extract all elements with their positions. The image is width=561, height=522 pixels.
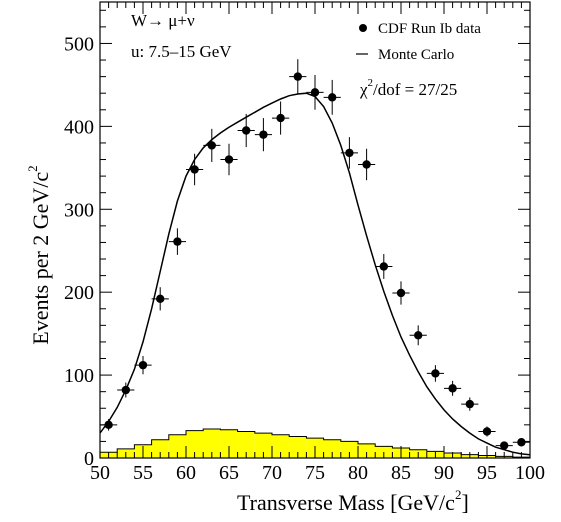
x-tick-label: 85 bbox=[391, 462, 411, 484]
process-label: W→ μ+ν bbox=[131, 11, 195, 30]
legend: CDF Run Ib data Monte Carlo bbox=[356, 21, 481, 63]
background-bar bbox=[289, 436, 307, 458]
data-marker bbox=[396, 288, 406, 298]
data-point bbox=[375, 254, 393, 279]
background-bar bbox=[168, 434, 186, 458]
background-bar bbox=[203, 428, 221, 458]
data-marker bbox=[431, 369, 440, 378]
y-tick-label: 400 bbox=[64, 116, 94, 138]
data-point bbox=[186, 153, 204, 186]
data-marker bbox=[156, 294, 165, 304]
data-marker bbox=[242, 126, 251, 135]
data-point bbox=[237, 113, 255, 148]
background-bar bbox=[323, 439, 341, 458]
y-axis: 0 100 200 300 400 500 bbox=[64, 9, 530, 470]
x-tick-label: 95 bbox=[477, 462, 497, 484]
data-point bbox=[512, 438, 530, 447]
legend-mc-label: Monte Carlo bbox=[378, 47, 454, 63]
data-point bbox=[444, 380, 462, 396]
data-point bbox=[461, 397, 479, 411]
data-point bbox=[168, 228, 186, 255]
data-marker bbox=[379, 262, 388, 271]
background-bar bbox=[272, 434, 290, 458]
x-tick-label: 50 bbox=[90, 462, 110, 484]
legend-data-label: CDF Run Ib data bbox=[378, 21, 481, 37]
data-marker bbox=[259, 130, 268, 139]
monte-carlo-curve-layer bbox=[99, 92, 531, 456]
data-point bbox=[358, 148, 376, 181]
data-point bbox=[220, 143, 238, 176]
plot-frame bbox=[99, 1, 531, 459]
data-point bbox=[323, 79, 341, 115]
data-marker bbox=[448, 384, 457, 393]
data-marker bbox=[500, 441, 509, 450]
data-marker bbox=[414, 331, 423, 340]
chi2-label: χ2/dof = 27/25 bbox=[359, 77, 457, 99]
data-marker bbox=[173, 237, 182, 246]
y-tick-label: 100 bbox=[64, 365, 94, 387]
data-marker bbox=[104, 420, 113, 430]
data-point bbox=[478, 426, 496, 437]
data-point bbox=[254, 118, 272, 152]
data-marker bbox=[328, 93, 337, 102]
cut-label: u: 7.5–15 GeV bbox=[131, 42, 232, 61]
data-marker bbox=[517, 438, 526, 447]
x-tick-label: 90 bbox=[434, 462, 454, 484]
data-marker bbox=[224, 155, 234, 164]
y-tick-label: 300 bbox=[64, 199, 94, 221]
x-tick-label: 65 bbox=[219, 462, 239, 484]
data-point bbox=[426, 365, 444, 382]
data-marker bbox=[345, 148, 354, 158]
x-tick-label: 75 bbox=[305, 462, 325, 484]
background-bar bbox=[237, 431, 255, 458]
data-point bbox=[289, 59, 307, 95]
background-bar bbox=[340, 441, 358, 458]
data-point bbox=[392, 281, 410, 305]
data-point bbox=[151, 287, 169, 311]
data-point bbox=[272, 101, 290, 135]
background-bar bbox=[220, 429, 238, 458]
data-marker bbox=[293, 72, 302, 81]
y-tick-label: 500 bbox=[64, 33, 94, 55]
x-tick-label: 55 bbox=[133, 462, 153, 484]
data-marker bbox=[482, 427, 492, 436]
data-marker bbox=[465, 399, 474, 409]
legend-data-marker bbox=[359, 24, 367, 32]
y-tick-label: 200 bbox=[64, 282, 94, 304]
background-bar bbox=[254, 433, 272, 458]
data-point bbox=[203, 128, 221, 163]
x-axis-title: Transverse Mass [GeV/c2] bbox=[237, 487, 469, 515]
data-point bbox=[117, 382, 135, 398]
x-tick-label: 80 bbox=[348, 462, 368, 484]
background-bar bbox=[186, 430, 204, 458]
x-tick-label: 100 bbox=[515, 462, 545, 484]
data-marker bbox=[190, 165, 199, 174]
x-tick-label: 60 bbox=[176, 462, 196, 484]
data-point bbox=[340, 137, 358, 169]
monte-carlo-line bbox=[99, 92, 531, 456]
data-point bbox=[306, 74, 324, 110]
data-marker bbox=[207, 141, 216, 150]
data-marker bbox=[362, 160, 371, 169]
background-bar bbox=[151, 439, 169, 458]
data-point bbox=[134, 356, 152, 375]
data-marker bbox=[276, 113, 285, 123]
data-marker bbox=[138, 360, 148, 370]
y-tick-label: 0 bbox=[84, 448, 94, 470]
x-tick-label: 70 bbox=[262, 462, 282, 484]
data-marker bbox=[310, 88, 320, 97]
data-point bbox=[495, 441, 513, 450]
x-axis: 50 55 60 65 70 75 80 85 90 95 100 bbox=[90, 2, 545, 484]
data-points-layer bbox=[100, 59, 530, 450]
data-marker bbox=[121, 385, 130, 395]
background-bar bbox=[358, 443, 376, 458]
y-axis-title: Events per 2 GeV/c2 bbox=[25, 165, 53, 344]
data-point bbox=[409, 325, 427, 346]
